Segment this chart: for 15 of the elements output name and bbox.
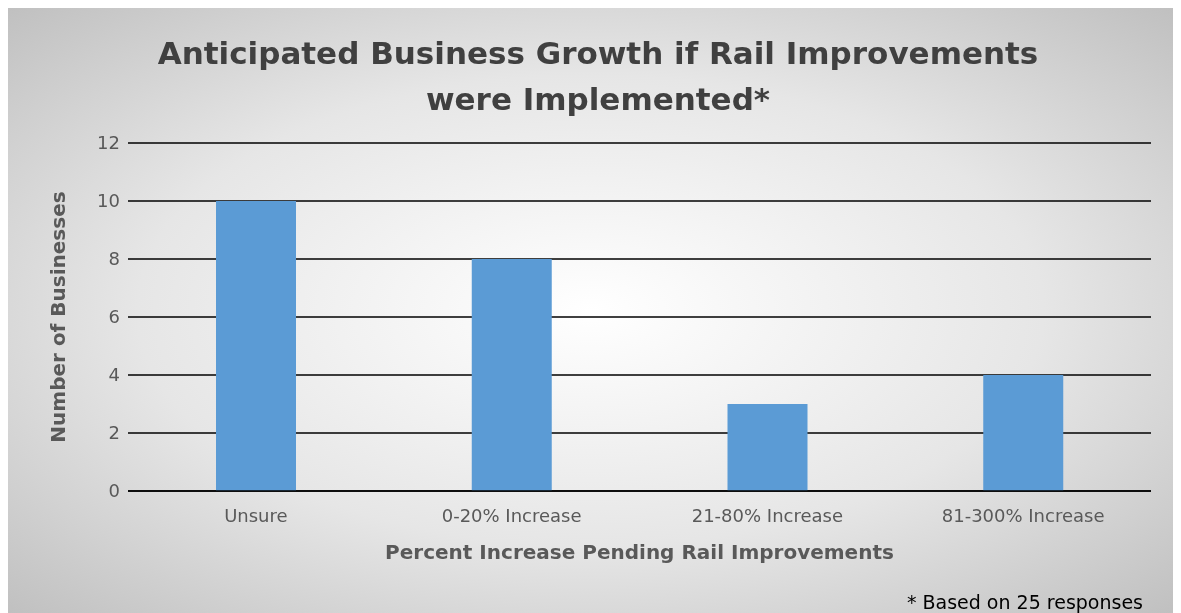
x-axis-title: Percent Increase Pending Rail Improvements [385,540,894,564]
chart-title: Anticipated Business Growth if Rail Improvements were Implemented* [156,34,1040,119]
y-tick-label: 8 [108,248,120,270]
x-tick-label: 21-80% Increase [691,504,844,526]
y-tick-label: 12 [97,132,120,154]
text: * Based on 25 responses [906,591,1143,613]
y-tick-label: 0 [108,480,120,502]
y-tick-label: 2 [108,422,120,444]
y-tick-label: 6 [108,306,120,328]
y-tick-label: 10 [97,190,120,212]
x-tick-label: 81-300% Increase [941,504,1105,526]
y-axis-title: Number of Businesses [46,191,71,443]
x-tick-label: 0-20% Increase [441,504,582,526]
y-tick-label: 4 [108,364,120,386]
x-tick-label: Unsure [224,504,288,526]
